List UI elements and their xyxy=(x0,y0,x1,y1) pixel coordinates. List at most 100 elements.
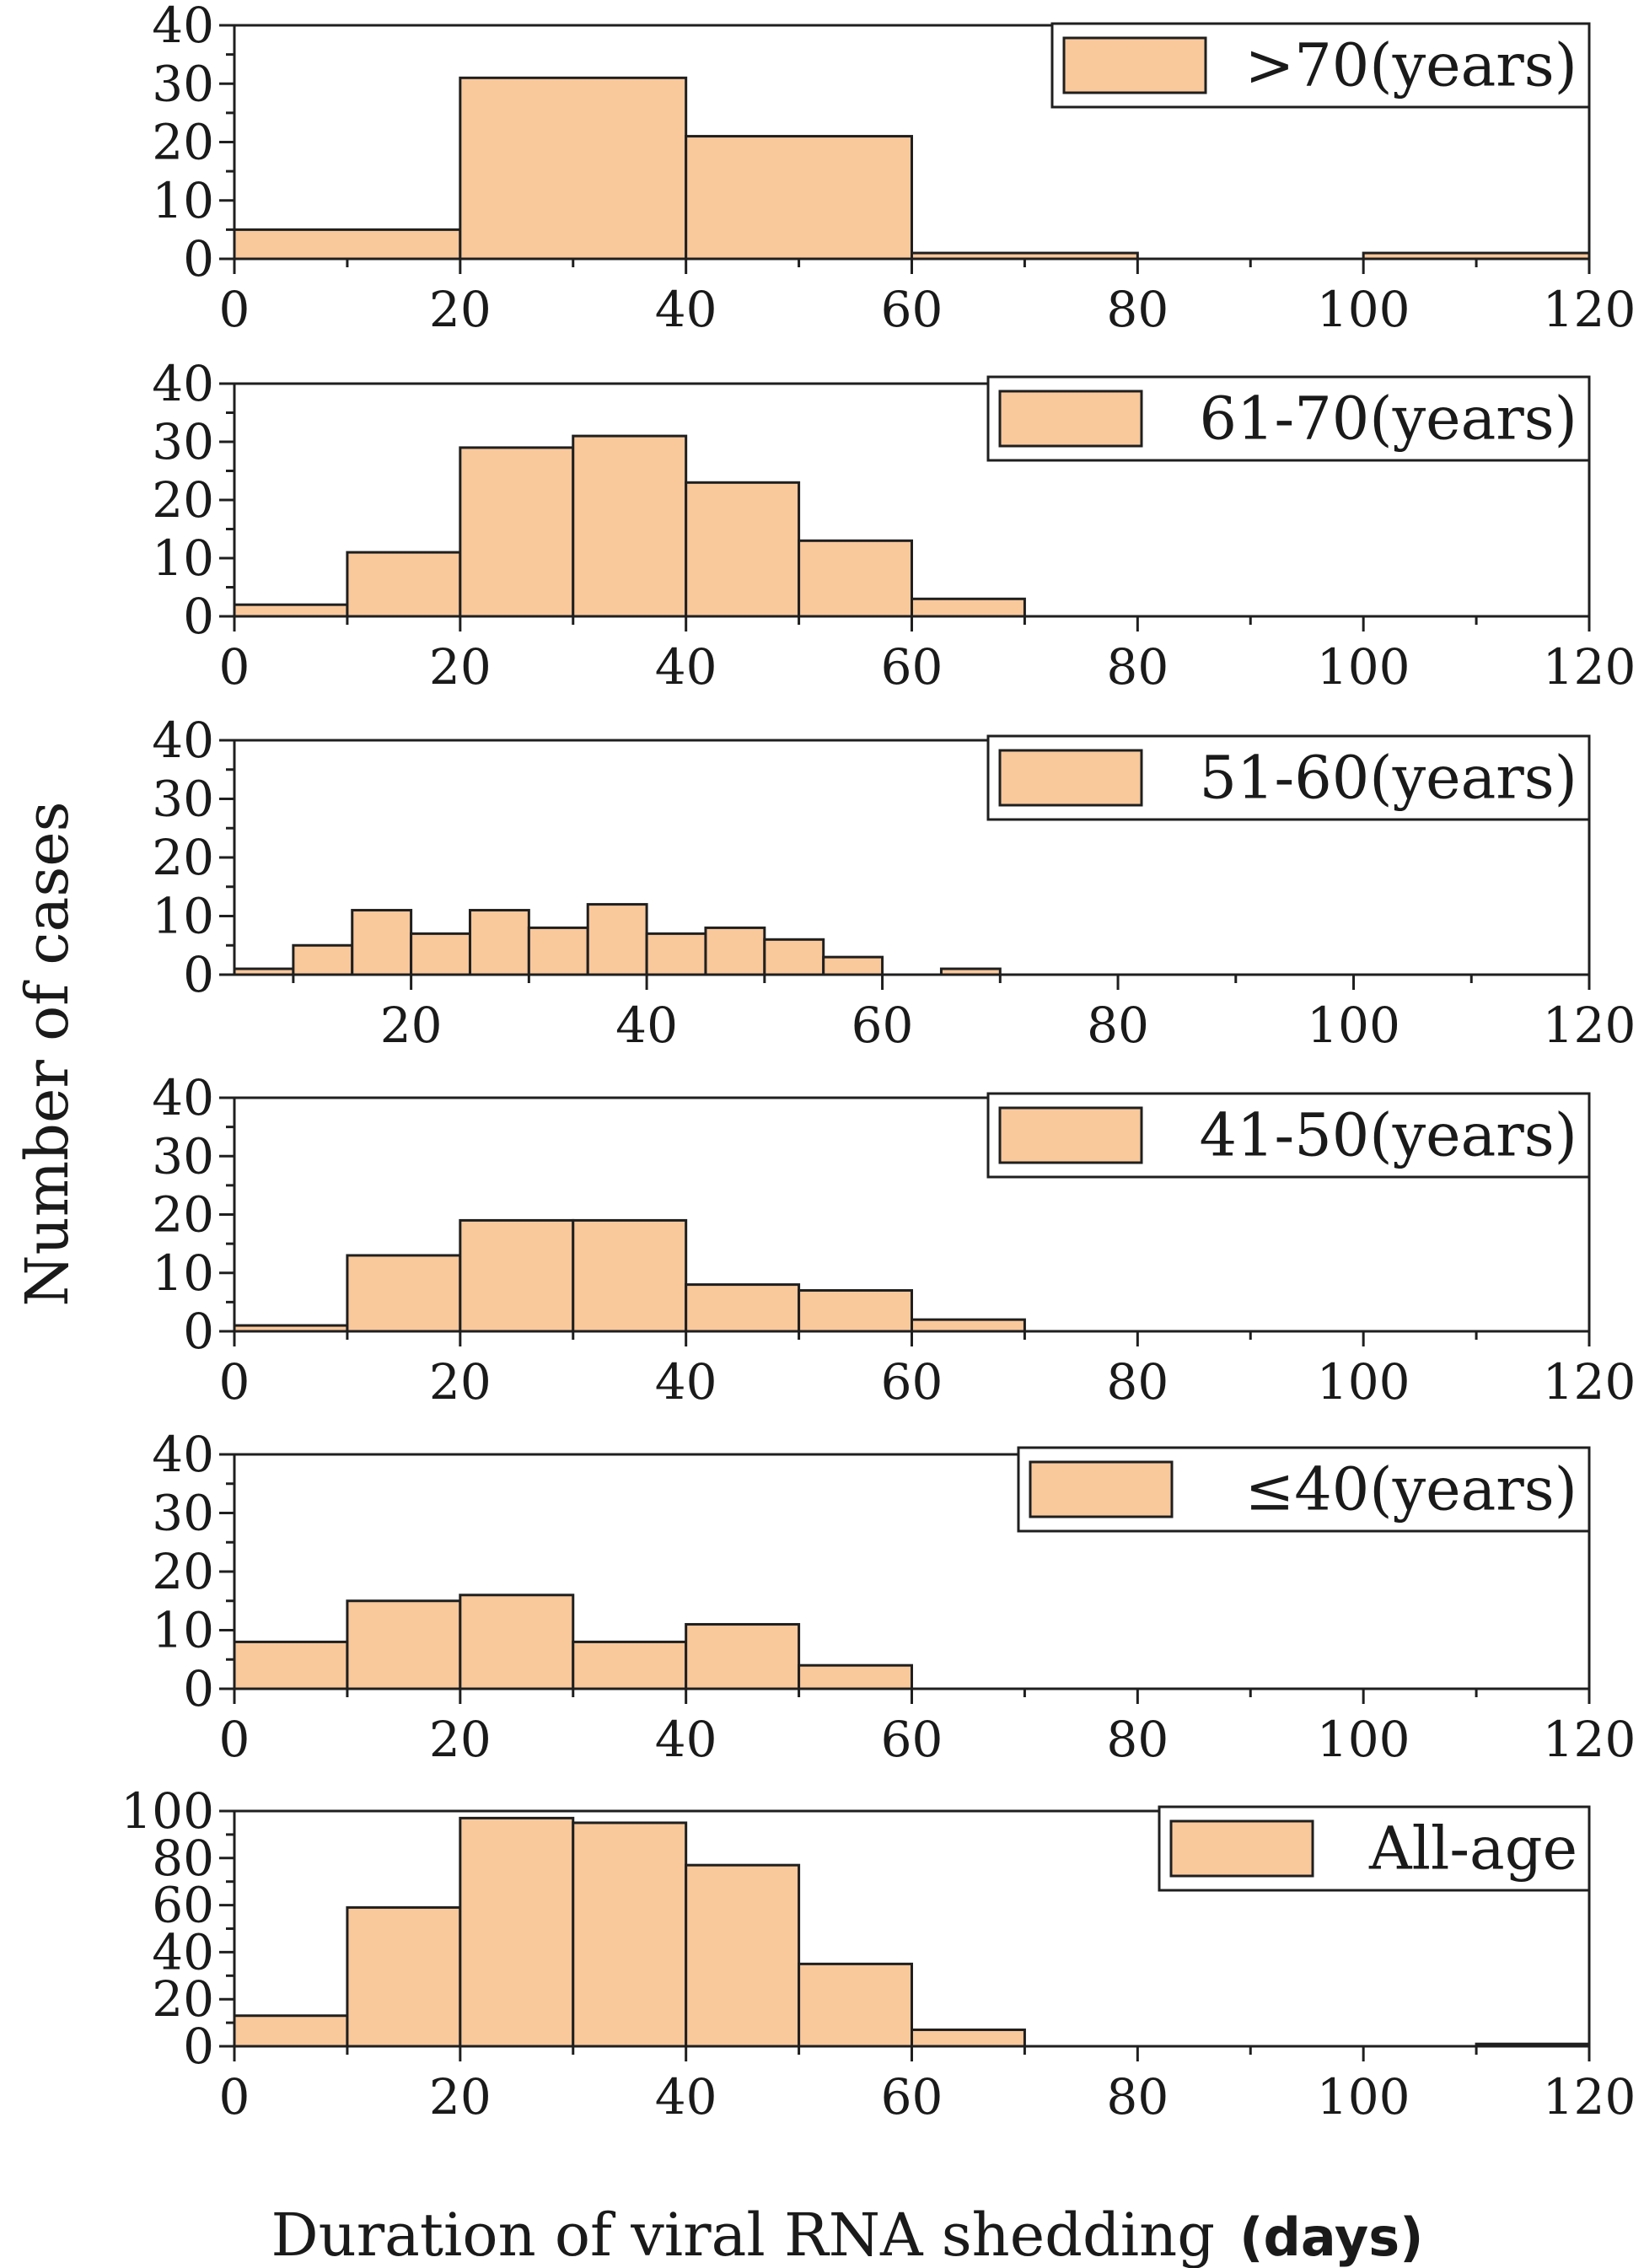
histogram-bar xyxy=(233,228,462,261)
y-tick-label: 10 xyxy=(152,888,214,945)
histogram-bar xyxy=(939,967,1002,976)
x-tick-label: 40 xyxy=(655,2068,717,2126)
histogram-bar xyxy=(410,932,471,976)
x-tick-label: 100 xyxy=(1317,1711,1410,1768)
legend-label: All-age xyxy=(1368,1814,1577,1884)
x-tick-label: 0 xyxy=(219,638,250,696)
x-tick-label: 60 xyxy=(881,2068,943,2126)
x-tick-label: 80 xyxy=(1106,638,1169,696)
y-tick-label: 30 xyxy=(152,1127,214,1185)
histogram-bar xyxy=(645,932,707,976)
x-tick-label: 20 xyxy=(429,1353,492,1411)
histogram-bar xyxy=(798,539,913,618)
histogram-bar xyxy=(685,135,914,261)
x-tick-label: 20 xyxy=(380,997,443,1054)
y-tick-label: 0 xyxy=(183,1303,214,1360)
legend-swatch xyxy=(998,749,1143,807)
x-tick-label: 80 xyxy=(1106,1353,1169,1411)
x-tick-label: 40 xyxy=(655,638,717,696)
histogram-bar xyxy=(233,603,349,618)
y-tick-label: 30 xyxy=(152,413,214,470)
legend-swatch xyxy=(1169,1819,1314,1878)
x-tick-label: 80 xyxy=(1106,1711,1169,1768)
histogram-bar xyxy=(351,909,413,976)
y-tick-label: 80 xyxy=(152,1830,214,1887)
histogram-bar xyxy=(233,2014,349,2048)
x-tick-label: 60 xyxy=(881,1711,943,1768)
y-axis-title: Number of cases xyxy=(13,801,82,1306)
y-tick-label: 20 xyxy=(152,1970,214,2028)
y-tick-label: 10 xyxy=(152,1602,214,1659)
x-tick-label: 120 xyxy=(1543,638,1636,696)
x-tick-label: 0 xyxy=(219,2068,250,2126)
x-tick-label: 0 xyxy=(219,1353,250,1411)
histogram-bar xyxy=(704,926,766,976)
histogram-bar xyxy=(763,938,825,976)
y-tick-label: 40 xyxy=(152,1426,214,1483)
histogram-bar xyxy=(346,1905,462,2048)
histogram-bar xyxy=(459,1816,575,2048)
histogram-bar xyxy=(1475,2042,1591,2048)
histogram-bar xyxy=(685,1863,801,2048)
histogram-bar xyxy=(459,1218,575,1333)
histogram-bar xyxy=(459,1594,575,1690)
histogram-bar xyxy=(911,2028,1026,2048)
x-tick-label: 0 xyxy=(219,281,250,338)
histogram-bar xyxy=(527,926,589,976)
x-tick-label: 20 xyxy=(429,1711,492,1768)
y-tick-label: 0 xyxy=(183,2018,214,2075)
x-tick-label: 120 xyxy=(1543,1353,1636,1411)
y-tick-label: 20 xyxy=(152,471,214,529)
histogram-bar xyxy=(685,481,801,618)
y-tick-label: 20 xyxy=(152,114,214,171)
y-tick-label: 10 xyxy=(152,529,214,587)
x-tick-label: 60 xyxy=(881,281,943,338)
y-tick-label: 60 xyxy=(152,1877,214,1934)
histogram-bar xyxy=(586,903,648,976)
y-tick-label: 40 xyxy=(152,1069,214,1126)
y-tick-label: 40 xyxy=(152,0,214,54)
x-tick-label: 40 xyxy=(655,1353,717,1411)
x-tick-label: 80 xyxy=(1106,281,1169,338)
legend-swatch xyxy=(998,1106,1143,1164)
y-tick-label: 10 xyxy=(152,172,214,229)
histogram-bar xyxy=(233,967,295,976)
legend-label: 61-70(years) xyxy=(1199,384,1577,454)
legend-label: >70(years) xyxy=(1245,31,1577,100)
histogram-bar xyxy=(459,446,575,618)
y-tick-label: 0 xyxy=(183,1660,214,1717)
histogram-bar xyxy=(233,1324,349,1333)
x-tick-label: 60 xyxy=(881,1353,943,1411)
x-axis-title-text: Duration of viral RNA shedding xyxy=(271,2201,1216,2268)
histogram-bar xyxy=(459,76,688,261)
y-tick-label: 20 xyxy=(152,1543,214,1600)
y-tick-label: 100 xyxy=(121,1782,214,1840)
x-tick-label: 60 xyxy=(852,997,914,1054)
histogram-bar xyxy=(822,955,884,976)
legend-swatch xyxy=(1062,36,1207,94)
histogram-bar xyxy=(346,1599,462,1690)
y-tick-label: 30 xyxy=(152,55,214,112)
x-tick-label: 100 xyxy=(1317,638,1410,696)
legend-label: ≤40(years) xyxy=(1245,1455,1577,1524)
y-tick-label: 10 xyxy=(152,1244,214,1302)
x-tick-label: 40 xyxy=(615,997,678,1054)
histogram-bar xyxy=(346,551,462,618)
x-tick-label: 120 xyxy=(1543,1711,1636,1768)
y-tick-label: 0 xyxy=(183,588,214,645)
legend-swatch xyxy=(998,390,1143,448)
histogram-bar xyxy=(572,1640,688,1690)
y-tick-label: 40 xyxy=(152,1923,214,1980)
y-tick-label: 20 xyxy=(152,829,214,886)
x-tick-label: 20 xyxy=(429,638,492,696)
y-tick-label: 0 xyxy=(183,946,214,1003)
histogram-bar xyxy=(292,943,354,976)
x-tick-label: 80 xyxy=(1087,997,1149,1054)
histogram-bar xyxy=(911,597,1026,618)
